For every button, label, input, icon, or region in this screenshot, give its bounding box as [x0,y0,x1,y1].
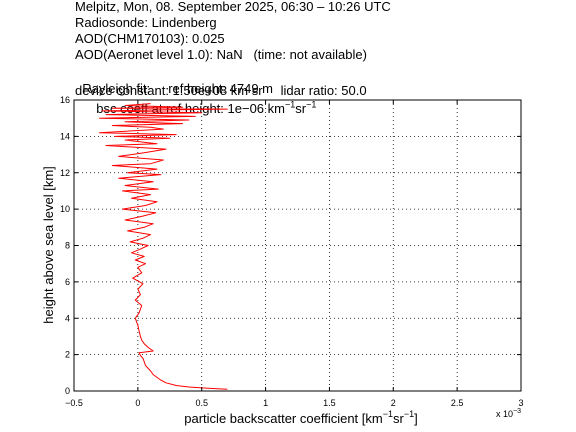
backscatter-profile-series [99,103,228,390]
header-line-location-time: Melpitz, Mon, 08. September 2025, 06:30 … [75,0,391,14]
x-tick-label: 1.5 [323,398,336,408]
y-tick-label: 10 [60,204,70,214]
y-tick-label: 0 [65,386,70,396]
grid-lines [74,100,521,391]
header-line-aod-chm: AOD(CHM170103): 0.025 [75,31,225,46]
y-tick-label: 8 [65,241,70,251]
x-tick-label: −0.5 [65,398,83,408]
y-tick-label: 16 [60,95,70,105]
x-tick-label: 1 [263,398,268,408]
profile-line [99,103,228,390]
y-tick-label: 4 [65,313,70,323]
y-tick-label: 12 [60,168,70,178]
header-line-radiosonde: Radiosonde: Lindenberg [75,15,217,30]
x-tick-label: 0.5 [195,398,208,408]
header-line-rayleigh-fit: Rayleigh fit: ref height: 4749 m bsc coe… [75,65,316,117]
x-tick-label: 2.5 [451,398,464,408]
y-tick-label: 2 [65,350,70,360]
x-tick-label: 2 [391,398,396,408]
y-axis-label: height above sea level [km] [41,166,56,324]
x-axis-exponent: x 10−3 [496,408,521,419]
rayleigh-ref-height: Rayleigh fit: ref height: 4749 m [82,81,274,96]
y-tick-label: 6 [65,277,70,287]
plot-frame [73,99,522,392]
header-line-device-constant: device constant: 1.50e+08 km sr lidar ra… [75,83,367,98]
x-tick-label: 0 [135,398,140,408]
header-line-aod-aeronet: AOD(Aeronet level 1.0): NaN (time: not a… [75,47,367,62]
x-axis-label: particle backscatter coefficient [km−1sr… [184,409,417,426]
x-tick-label: 3 [518,398,523,408]
y-tick-label: 14 [60,131,70,141]
axis-ticks: −0.5 0 0.5 1 1.5 2 2.5 3 0 2 4 6 8 10 12 14 16 [60,95,524,408]
